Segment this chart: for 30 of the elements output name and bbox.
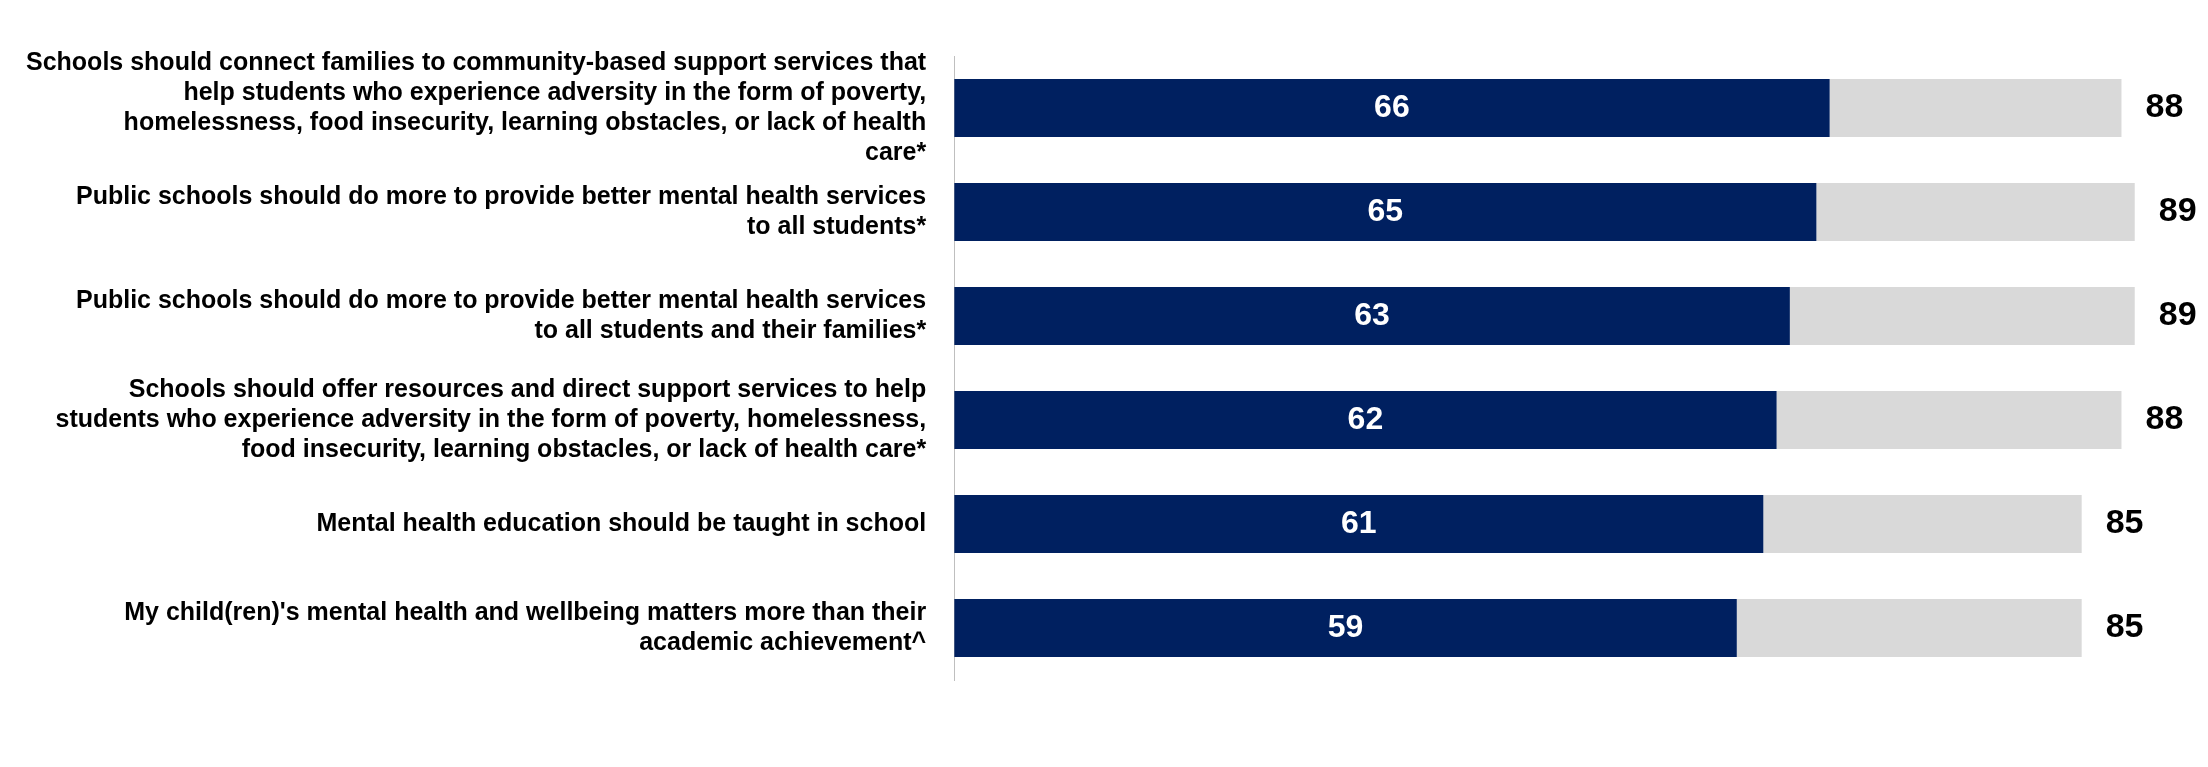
total-label: 88 bbox=[2145, 86, 2184, 125]
y-tick-label: Mental health education should be taught in school bbox=[316, 507, 927, 536]
bar bbox=[954, 182, 1817, 242]
y-tick-label: Schools should offer resources and direct support services to help students who experience adversity in the form of poverty, homelessness, food insecurity, learning obstacles, or lack of health care* bbox=[55, 373, 927, 462]
y-tick-label: My child(ren)'s mental health and wellbeing matters more than their academic achievement^ bbox=[124, 596, 927, 655]
total-label: 88 bbox=[2145, 398, 2184, 437]
y-tick-label: Public schools should do more to provide better mental health services to all students and their families* bbox=[75, 284, 927, 343]
bar bbox=[1763, 494, 2082, 554]
bar bbox=[954, 286, 1790, 346]
data-label: 61 bbox=[1340, 503, 1377, 540]
bar bbox=[1816, 182, 2135, 242]
y-tick-label: Public schools should do more to provide better mental health services to all students* bbox=[75, 180, 927, 239]
bar bbox=[954, 78, 1830, 138]
data-label: 63 bbox=[1354, 295, 1390, 332]
bar bbox=[954, 598, 1737, 658]
data-label: 66 bbox=[1374, 87, 1410, 124]
bar bbox=[1789, 286, 2135, 346]
bar bbox=[954, 390, 1777, 450]
bar bbox=[1736, 598, 2082, 658]
total-label: 89 bbox=[2158, 294, 2197, 333]
bar bbox=[1776, 390, 2122, 450]
data-label: 59 bbox=[1327, 607, 1364, 644]
bar bbox=[1829, 78, 2122, 138]
total-label: 85 bbox=[2105, 606, 2144, 645]
data-label: 62 bbox=[1347, 399, 1384, 436]
bar bbox=[954, 494, 1764, 554]
data-label: 65 bbox=[1367, 191, 1404, 228]
y-tick-label: Schools should connect families to community-based support services that help students who experience adversity in the form of poverty, homelessness, food insecurity, learning obstacles, or lack of health care* bbox=[26, 46, 927, 165]
total-label: 85 bbox=[2105, 502, 2144, 541]
total-label: 89 bbox=[2158, 190, 2197, 229]
